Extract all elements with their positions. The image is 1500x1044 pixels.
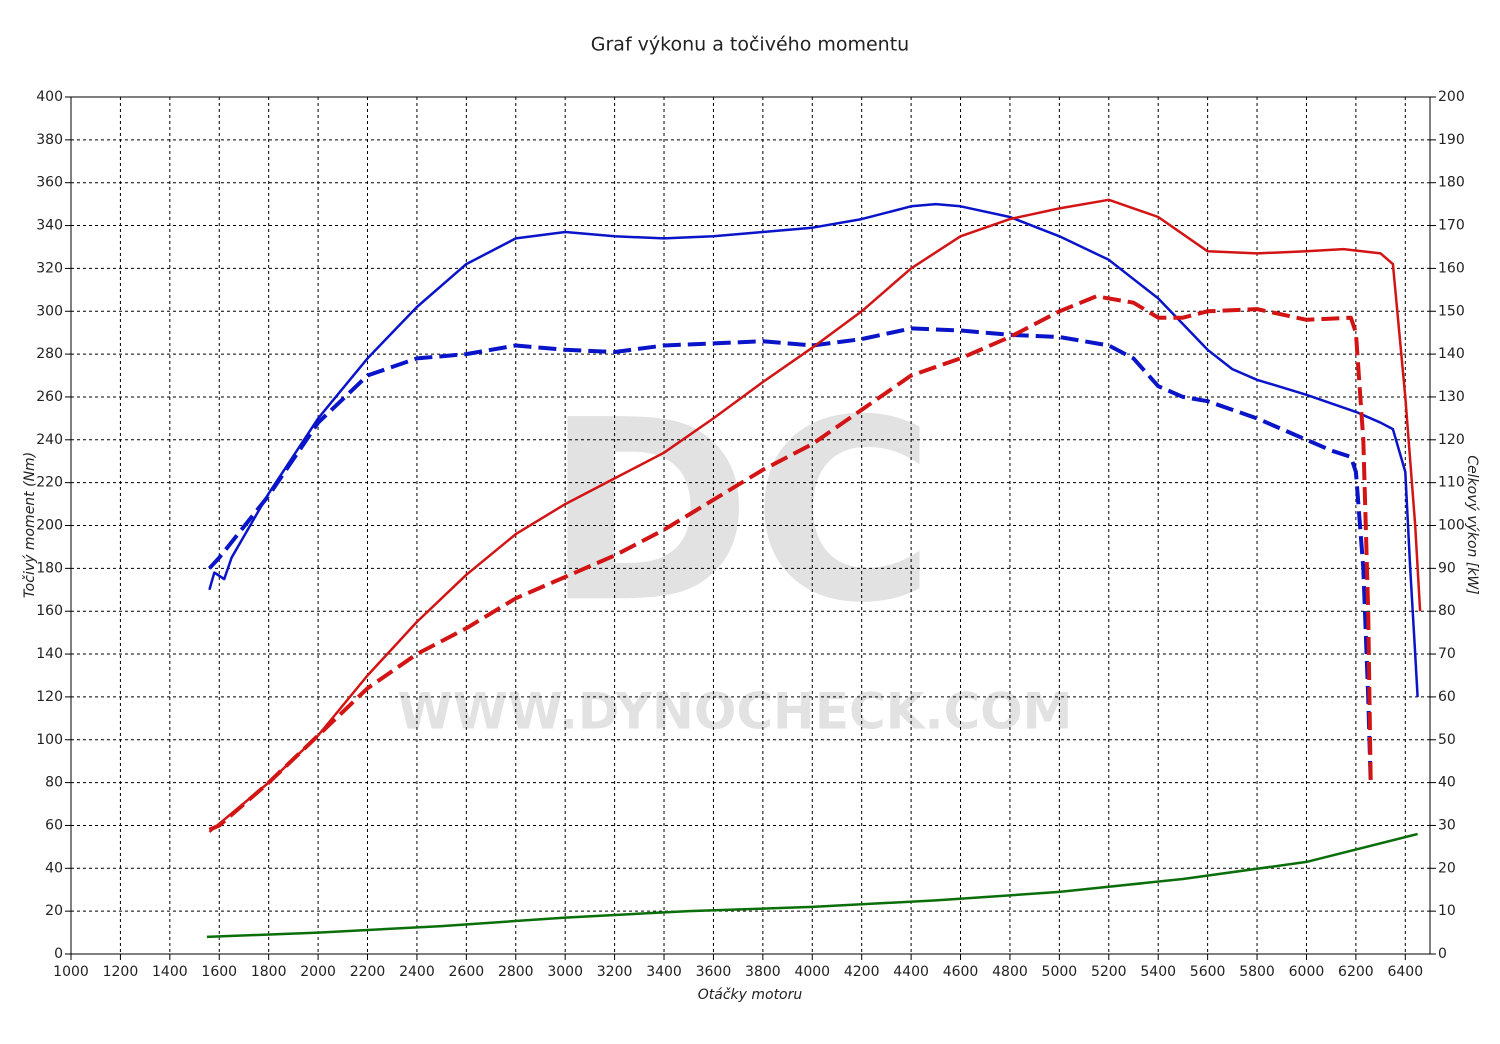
x-tick-label: 3000 (547, 964, 583, 980)
x-tick-label: 5800 (1239, 964, 1275, 980)
x-axis-label: Otáčky motoru (698, 987, 803, 1003)
y-tick-label: 280 (36, 346, 63, 362)
x-tick-label: 2400 (399, 964, 435, 980)
x-tick-label: 5000 (1042, 964, 1078, 980)
y2-tick-label: 170 (1438, 218, 1465, 234)
y-tick-label: 60 (45, 817, 63, 833)
y-tick-label: 320 (36, 260, 63, 276)
y2-tick-label: 50 (1438, 732, 1456, 748)
y-tick-label: 180 (36, 560, 63, 576)
y2-tick-label: 80 (1438, 603, 1456, 619)
y2-axis-label: Celkový výkon [kW] (1464, 455, 1480, 594)
y-tick-label: 20 (45, 903, 63, 919)
x-tick-label: 3600 (696, 964, 732, 980)
series-line (206, 832, 1418, 939)
x-tick-label: 1400 (152, 964, 188, 980)
y2-tick-label: 160 (1438, 260, 1465, 276)
x-tick-label: 3800 (745, 964, 781, 980)
y2-tick-label: 20 (1438, 860, 1456, 876)
y2-tick-label: 60 (1438, 689, 1456, 705)
y2-tick-label: 130 (1438, 389, 1465, 405)
y-axis-label: Točivý moment (Nm) (22, 452, 38, 598)
y-tick-label: 0 (54, 946, 63, 962)
y-tick-label: 360 (36, 175, 63, 191)
y-tick-label: 400 (36, 89, 63, 105)
chart-title: Graf výkonu a točivého momentu (591, 34, 909, 56)
x-tick-label: 6000 (1289, 964, 1325, 980)
x-tick-label: 4600 (943, 964, 979, 980)
x-tick-label: 1600 (201, 964, 237, 980)
watermark-url: WWW.DYNOCHECK.COM (398, 683, 1073, 741)
x-tick-label: 5600 (1190, 964, 1226, 980)
y-tick-label: 260 (36, 389, 63, 405)
y2-tick-label: 200 (1438, 89, 1465, 105)
x-tick-label: 6400 (1387, 964, 1423, 980)
y2-tick-label: 10 (1438, 903, 1456, 919)
x-tick-label: 6200 (1338, 964, 1374, 980)
y-tick-label: 80 (45, 775, 63, 791)
x-tick-label: 5400 (1140, 964, 1176, 980)
x-tick-label: 4000 (794, 964, 830, 980)
y2-tick-label: 90 (1438, 560, 1456, 576)
y2-tick-label: 120 (1438, 432, 1465, 448)
x-tick-label: 2200 (350, 964, 386, 980)
y-tick-label: 200 (36, 518, 63, 534)
y2-tick-label: 30 (1438, 817, 1456, 833)
y-tick-label: 160 (36, 603, 63, 619)
y2-tick-label: 0 (1438, 946, 1447, 962)
series-line (208, 202, 1419, 697)
x-tick-label: 1800 (251, 964, 287, 980)
y-tick-label: 380 (36, 132, 63, 148)
y2-tick-label: 150 (1438, 303, 1465, 319)
x-tick-label: 2000 (300, 964, 336, 980)
x-tick-label: 3200 (597, 964, 633, 980)
x-tick-label: 3400 (646, 964, 682, 980)
y-tick-label: 120 (36, 689, 63, 705)
y2-tick-label: 40 (1438, 775, 1456, 791)
x-tick-label: 1000 (53, 964, 89, 980)
x-tick-label: 4800 (992, 964, 1028, 980)
y-tick-label: 300 (36, 303, 63, 319)
x-tick-label: 1200 (103, 964, 139, 980)
y-tick-label: 220 (36, 475, 63, 491)
y-tick-label: 340 (36, 218, 63, 234)
series-line (208, 294, 1373, 832)
x-tick-label: 2600 (449, 964, 485, 980)
y2-tick-label: 190 (1438, 132, 1465, 148)
x-tick-label: 4200 (844, 964, 880, 980)
y-tick-label: 40 (45, 860, 63, 876)
y-tick-label: 240 (36, 432, 63, 448)
y-tick-label: 140 (36, 646, 63, 662)
x-tick-label: 2800 (498, 964, 534, 980)
y2-tick-label: 110 (1438, 475, 1465, 491)
y2-tick-label: 180 (1438, 175, 1465, 191)
y2-tick-label: 140 (1438, 346, 1465, 362)
series-line (207, 326, 1373, 783)
y-tick-label: 100 (36, 732, 63, 748)
x-tick-label: 4400 (893, 964, 929, 980)
series-line (208, 198, 1422, 833)
x-tick-label: 5200 (1091, 964, 1127, 980)
y2-tick-label: 70 (1438, 646, 1456, 662)
y2-tick-label: 100 (1438, 518, 1465, 534)
watermark: DC (545, 366, 936, 657)
